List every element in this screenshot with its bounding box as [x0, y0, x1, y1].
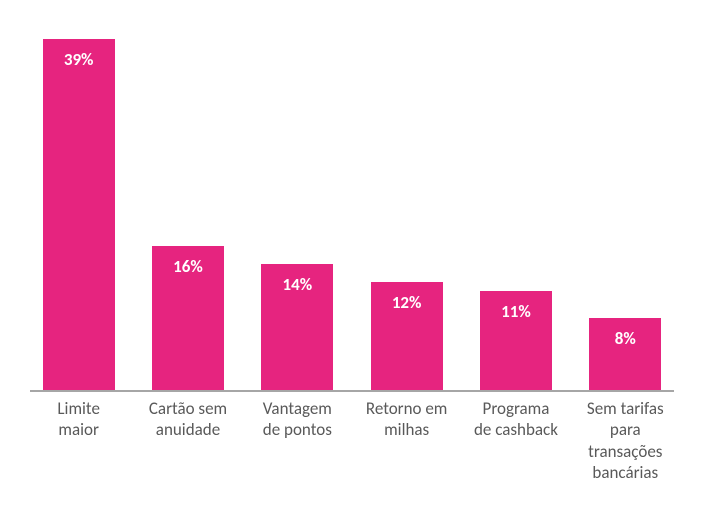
- bar: 12%: [371, 282, 443, 390]
- bar-chart: 39% 16% 14% 12% 11%: [0, 0, 704, 528]
- bar-slot: 14%: [243, 30, 352, 390]
- x-axis-label: Programa de cashback: [461, 398, 570, 483]
- bars-container: 39% 16% 14% 12% 11%: [24, 30, 680, 390]
- x-axis-line: [30, 390, 674, 392]
- x-axis-label: Limite maior: [24, 398, 133, 483]
- plot-area: 39% 16% 14% 12% 11%: [24, 30, 680, 390]
- bar-slot: 39%: [24, 30, 133, 390]
- bar-value-label: 8%: [589, 328, 661, 349]
- bar-slot: 12%: [352, 30, 461, 390]
- x-axis-labels: Limite maior Cartão sem anuidade Vantage…: [24, 398, 680, 483]
- bar-value-label: 11%: [480, 301, 552, 322]
- bar: 8%: [589, 318, 661, 390]
- x-axis-label: Cartão sem anuidade: [133, 398, 242, 483]
- bar: 16%: [152, 246, 224, 390]
- bar-value-label: 39%: [43, 49, 115, 70]
- x-axis-label: Retorno em milhas: [352, 398, 461, 483]
- x-axis-label: Vantagem de pontos: [243, 398, 352, 483]
- bar-value-label: 12%: [371, 292, 443, 313]
- bar: 39%: [43, 39, 115, 390]
- x-axis-label: Sem tarifas para transações bancárias: [571, 398, 680, 483]
- bar-value-label: 14%: [261, 274, 333, 295]
- bar-slot: 16%: [133, 30, 242, 390]
- bar: 11%: [480, 291, 552, 390]
- bar-slot: 11%: [461, 30, 570, 390]
- bar-slot: 8%: [571, 30, 680, 390]
- bar-value-label: 16%: [152, 256, 224, 277]
- bar: 14%: [261, 264, 333, 390]
